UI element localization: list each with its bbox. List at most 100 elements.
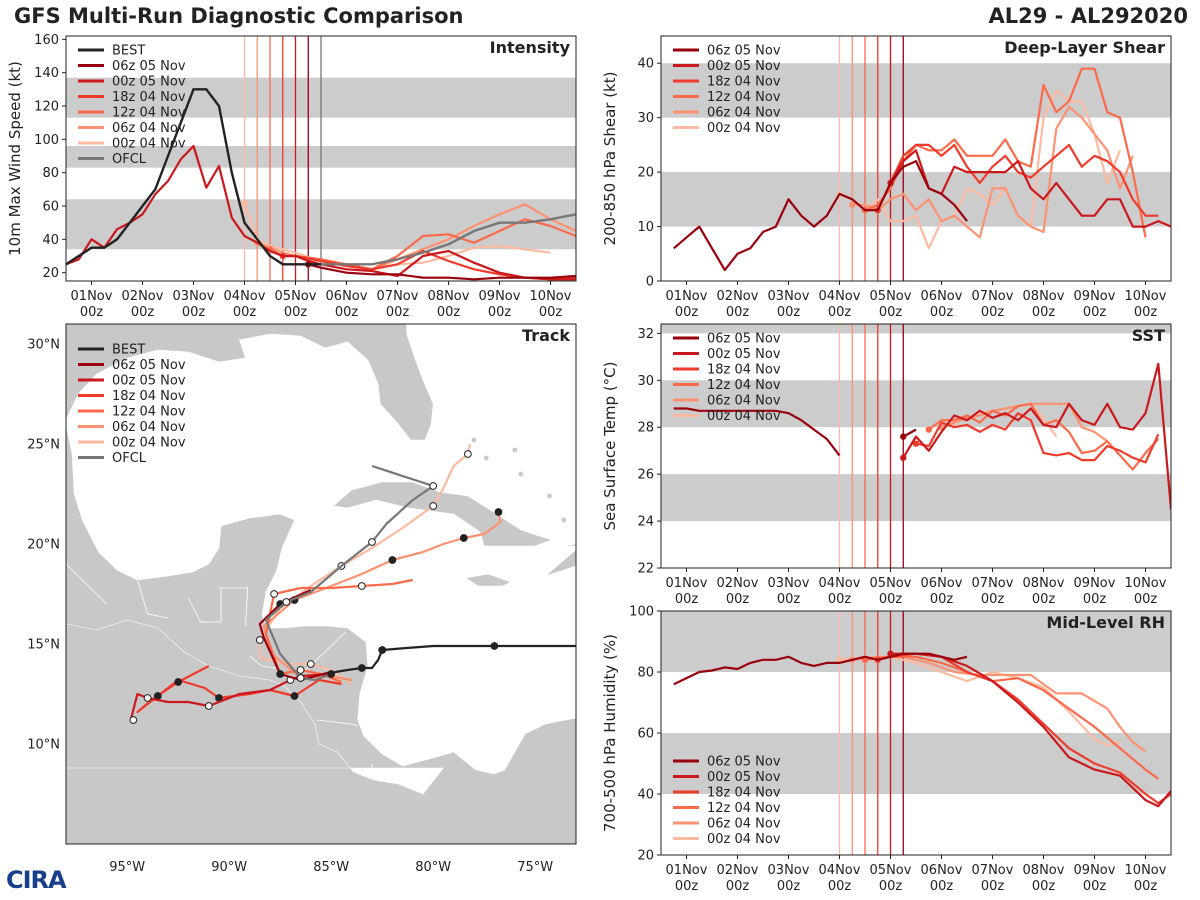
x-tick-label-hour: 00z — [930, 305, 954, 320]
y-tick-label: 60 — [637, 727, 654, 742]
x-tick-label-day: 03Nov — [768, 863, 810, 878]
x-tick-label-day: 05Nov — [870, 863, 912, 878]
x-tick-label-hour: 00z — [437, 305, 461, 320]
legend-label: 00z 04 Nov — [112, 436, 186, 451]
run-start-point — [241, 199, 248, 206]
plot-area — [661, 36, 1171, 281]
series-line-00z-04-Nov — [839, 89, 1122, 250]
x-tick-label-hour: 00z — [930, 879, 954, 894]
series-line-06z-05-Nov — [673, 407, 841, 457]
x-tick-label-hour: 00z — [1083, 305, 1107, 320]
x-tick-label-day: 02Nov — [717, 863, 759, 878]
x-tick-label-hour: 00z — [981, 879, 1005, 894]
track-marker — [463, 450, 472, 458]
track-marker — [296, 674, 305, 682]
y-tick-label: 100 — [34, 133, 59, 148]
x-tick-label-day: 04Nov — [819, 289, 861, 304]
y-tick-label: 140 — [34, 66, 59, 81]
x-tick-label-day: 07Nov — [377, 289, 419, 304]
legend-label: 06z 04 Nov — [112, 121, 186, 136]
storm-id: AL29 - AL292020 — [988, 4, 1189, 28]
run-start-point — [912, 440, 920, 447]
y-axis-label: Sea Surface Temp (°C) — [601, 361, 619, 530]
legend-label: 00z 04 Nov — [707, 121, 781, 136]
legend-label: 06z 05 Nov — [707, 755, 781, 770]
x-tick-label-hour: 00z — [675, 592, 699, 607]
run-start-point — [849, 201, 856, 208]
country-border — [188, 588, 222, 623]
x-tick-label-hour: 00z — [675, 305, 699, 320]
legend-label: 06z 04 Nov — [707, 817, 781, 832]
x-tick-label-hour: 00z — [777, 305, 801, 320]
legend-label: 18z 04 Nov — [112, 90, 186, 105]
legend-label: BEST — [112, 343, 145, 358]
track-marker — [494, 508, 503, 516]
lon-label: 80°W — [415, 860, 451, 875]
x-tick-label-day: 03Nov — [173, 289, 215, 304]
y-tick-label: 32 — [637, 327, 654, 342]
x-tick-label-day: 04Nov — [819, 576, 861, 591]
legend-label: 00z 05 Nov — [112, 374, 186, 389]
panel-title: Intensity — [490, 38, 571, 57]
y-tick-label: 20 — [637, 849, 654, 864]
x-tick-label-hour: 00z — [675, 879, 699, 894]
shading-band — [661, 733, 1171, 794]
x-tick-label-hour: 00z — [930, 592, 954, 607]
lon-label: 75°W — [517, 860, 553, 875]
country-border — [66, 563, 108, 605]
axes-frame — [660, 323, 1172, 569]
track-marker — [270, 590, 278, 598]
x-tick-label-hour: 00z — [1134, 305, 1158, 320]
legend-label: 06z 05 Nov — [112, 358, 186, 373]
x-tick-label-day: 10Nov — [1125, 576, 1167, 591]
x-tick-label-day: 03Nov — [768, 289, 810, 304]
legend-label: OFCL — [112, 152, 147, 167]
shading-band — [661, 380, 1171, 428]
x-tick-label-hour: 00z — [131, 305, 155, 320]
track-marker — [296, 666, 305, 674]
x-tick-label-hour: 00z — [284, 305, 308, 320]
x-tick-label-day: 05Nov — [870, 576, 912, 591]
x-tick-label-hour: 00z — [80, 305, 104, 320]
x-tick-label-day: 10Nov — [530, 289, 572, 304]
axes-frame — [65, 323, 577, 845]
x-tick-label-hour: 00z — [828, 305, 852, 320]
x-tick-label-hour: 00z — [1134, 879, 1158, 894]
x-tick-label-hour: 00z — [879, 879, 903, 894]
x-tick-label-hour: 00z — [1083, 592, 1107, 607]
legend-label: 18z 04 Nov — [707, 75, 781, 90]
x-tick-label-hour: 00z — [1083, 879, 1107, 894]
best-track-line — [66, 88, 321, 266]
y-tick-label: 80 — [42, 166, 59, 181]
y-tick-label: 22 — [637, 562, 654, 577]
panel-title: SST — [1132, 326, 1165, 345]
x-tick-label-day: 01Nov — [666, 576, 708, 591]
best-track — [330, 644, 576, 675]
x-tick-label-hour: 00z — [1032, 305, 1056, 320]
panel-title: Track — [522, 326, 570, 345]
x-tick-label-day: 04Nov — [224, 289, 266, 304]
legend-label: 12z 04 Nov — [707, 378, 781, 393]
y-tick-label: 0 — [646, 275, 654, 290]
y-tick-label: 30 — [637, 111, 654, 126]
x-tick-label-day: 09Nov — [1074, 863, 1116, 878]
x-tick-label-hour: 00z — [981, 305, 1005, 320]
x-tick-label-day: 02Nov — [717, 289, 759, 304]
track-marker — [153, 692, 162, 700]
track-00z-04-Nov — [258, 443, 471, 685]
y-tick-label: 26 — [637, 468, 654, 483]
series-line-06z-05-Nov — [673, 160, 968, 272]
x-tick-label-day: 10Nov — [1125, 289, 1167, 304]
y-tick-label: 40 — [637, 788, 654, 803]
x-tick-label-day: 01Nov — [71, 289, 113, 304]
legend-label: 18z 04 Nov — [707, 786, 781, 801]
series-line-00z-05-Nov — [902, 362, 1171, 510]
x-tick-label-hour: 00z — [726, 879, 750, 894]
x-tick-label-hour: 00z — [539, 305, 563, 320]
series-line-06z-04-Nov — [852, 105, 1134, 239]
bahamas-island — [471, 437, 477, 443]
panel-title: Deep-Layer Shear — [1004, 38, 1165, 57]
x-tick-label-day: 05Nov — [870, 289, 912, 304]
legend-label: 12z 04 Nov — [112, 106, 186, 121]
